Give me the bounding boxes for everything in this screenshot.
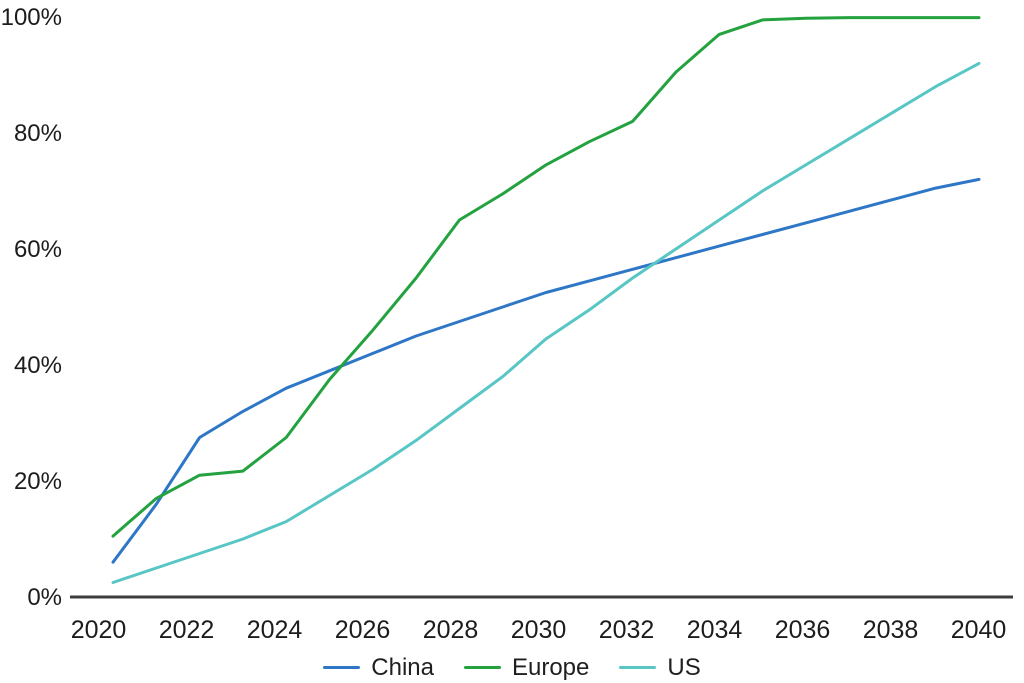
y-tick-label: 40% [14,352,62,379]
legend-item-europe: Europe [463,653,590,681]
y-tick-label: 100% [1,4,62,31]
legend-label-china: China [371,653,434,681]
series-line-europe [111,16,981,538]
x-tick-label: 2024 [247,616,303,644]
y-tick-label: 20% [14,468,62,495]
x-tick-label: 2036 [775,616,831,644]
x-tick-label: 2022 [159,616,215,644]
x-tick-label: 2032 [599,616,655,644]
chart-legend: China Europe US [0,652,1024,683]
legend-item-us: US [619,653,701,681]
series-line-china [111,177,981,564]
x-tick-label: 2028 [423,616,479,644]
y-tick-label: 60% [14,236,62,263]
x-tick-label: 2038 [863,616,919,644]
legend-item-china: China [323,653,434,681]
legend-swatch-europe [463,666,501,669]
y-tick-label: 80% [14,120,62,147]
legend-label-us: US [667,653,701,681]
legend-swatch-us [619,666,657,669]
y-tick-label: 0% [27,584,62,611]
x-tick-label: 2040 [951,616,1007,644]
legend-label-europe: Europe [511,653,590,681]
legend-swatch-china [323,666,361,669]
series-line-us [111,61,981,584]
x-tick-label: 2030 [511,616,567,644]
x-tick-label: 2034 [687,616,743,644]
x-tick-label: 2020 [71,616,127,644]
x-tick-label: 2026 [335,616,391,644]
